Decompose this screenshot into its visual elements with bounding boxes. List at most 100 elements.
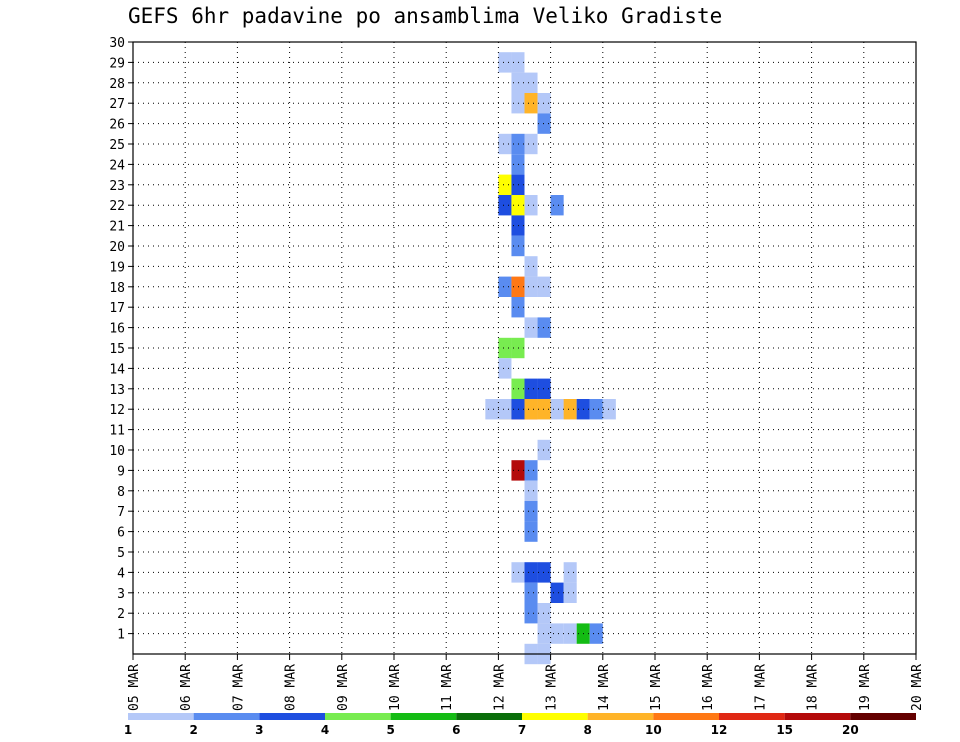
x-tick-label: 18 MAR bbox=[806, 664, 821, 711]
y-tick-label: 4 bbox=[117, 566, 125, 581]
heatmap-cell bbox=[524, 562, 538, 583]
colorbar-segment bbox=[456, 713, 522, 720]
y-tick-label: 6 bbox=[117, 526, 125, 541]
colorbar-label: 3 bbox=[255, 723, 263, 737]
heatmap-cell bbox=[511, 337, 525, 359]
y-tick-label: 27 bbox=[109, 97, 125, 112]
y-tick-label: 24 bbox=[109, 158, 125, 173]
heatmap-cell bbox=[550, 399, 564, 420]
heatmap-cell bbox=[537, 93, 551, 114]
colorbar-label: 4 bbox=[321, 723, 329, 737]
heatmap-cell bbox=[524, 582, 538, 603]
colorbar-label: 1 bbox=[124, 723, 132, 737]
colorbar-segment bbox=[653, 713, 719, 720]
colorbar-segment bbox=[587, 713, 654, 720]
y-tick-label: 9 bbox=[117, 464, 125, 479]
heatmap-cell bbox=[563, 562, 577, 583]
heatmap-cell bbox=[524, 378, 538, 399]
y-tick-label: 15 bbox=[109, 342, 125, 357]
heatmap-cell bbox=[589, 623, 603, 644]
x-tick-label: 06 MAR bbox=[179, 664, 194, 711]
heatmap-cell bbox=[524, 399, 538, 420]
y-tick-label: 1 bbox=[117, 628, 125, 643]
heatmap-cell bbox=[498, 133, 512, 155]
heatmap-cell bbox=[563, 582, 577, 603]
x-tick-label: 13 MAR bbox=[545, 664, 560, 711]
y-tick-label: 25 bbox=[109, 138, 125, 153]
heatmap-cell bbox=[498, 174, 512, 195]
heatmap-cell bbox=[498, 399, 512, 420]
heatmap-cell bbox=[511, 72, 525, 93]
y-tick-label: 13 bbox=[109, 383, 125, 398]
heatmap-cell bbox=[498, 195, 512, 216]
heatmap-cell bbox=[537, 378, 551, 399]
heatmap-cell bbox=[511, 174, 525, 195]
colorbar-segment bbox=[784, 713, 851, 720]
y-tick-label: 8 bbox=[117, 485, 125, 500]
heatmap-cell bbox=[511, 378, 525, 399]
y-tick-label: 23 bbox=[109, 179, 125, 194]
colorbar-segment bbox=[193, 713, 260, 720]
y-tick-label: 30 bbox=[109, 36, 125, 51]
y-tick-label: 18 bbox=[109, 281, 125, 296]
heatmap-cell bbox=[550, 582, 564, 603]
heatmap-cell bbox=[550, 623, 564, 644]
colorbar-segment bbox=[128, 713, 194, 720]
x-tick-label: 07 MAR bbox=[231, 664, 246, 711]
x-tick-label: 05 MAR bbox=[127, 664, 142, 711]
y-tick-label: 10 bbox=[109, 444, 125, 459]
heatmap-cell bbox=[511, 562, 525, 583]
heatmap-cell bbox=[498, 276, 512, 297]
heatmap-cell bbox=[524, 93, 538, 114]
colorbar-label: 12 bbox=[711, 723, 728, 737]
heatmap-cell bbox=[511, 215, 525, 236]
colorbar-label: 7 bbox=[518, 723, 526, 737]
y-tick-label: 11 bbox=[109, 424, 125, 439]
heatmap-cell bbox=[511, 297, 525, 318]
heatmap-cell bbox=[524, 460, 538, 481]
heatmap-cell bbox=[511, 276, 525, 297]
heatmap-cell bbox=[511, 235, 525, 257]
colorbar-segment bbox=[390, 713, 457, 720]
y-tick-label: 28 bbox=[109, 77, 125, 92]
y-tick-label: 26 bbox=[109, 118, 125, 133]
heatmap-cell bbox=[537, 276, 551, 297]
x-tick-label: 10 MAR bbox=[388, 664, 403, 711]
heatmap-cell bbox=[537, 562, 551, 583]
heatmap-cell bbox=[524, 133, 538, 155]
y-tick-label: 21 bbox=[109, 220, 125, 235]
heatmap-cell bbox=[524, 195, 538, 216]
heatmap-cell bbox=[563, 623, 577, 644]
colorbar-label: 2 bbox=[189, 723, 197, 737]
heatmap-cell bbox=[511, 195, 525, 216]
heatmap-cell bbox=[524, 317, 538, 338]
y-tick-label: 17 bbox=[109, 301, 125, 316]
x-tick-label: 15 MAR bbox=[649, 664, 664, 711]
heatmap-cell bbox=[537, 623, 551, 644]
colorbar-label: 20 bbox=[842, 723, 859, 737]
heatmap-cell bbox=[537, 603, 551, 624]
y-tick-label: 16 bbox=[109, 322, 125, 337]
x-tick-label: 20 MAR bbox=[910, 664, 925, 711]
y-tick-label: 19 bbox=[109, 260, 125, 275]
heatmap-cell bbox=[524, 72, 538, 93]
x-tick-label: 08 MAR bbox=[284, 664, 299, 711]
heatmap-cell bbox=[524, 521, 538, 542]
y-tick-label: 3 bbox=[117, 587, 125, 602]
heatmap-cell bbox=[524, 603, 538, 624]
x-tick-label: 11 MAR bbox=[440, 664, 455, 711]
x-tick-label: 12 MAR bbox=[492, 664, 507, 711]
heatmap-cell bbox=[602, 399, 616, 420]
colorbar-label: 6 bbox=[452, 723, 460, 737]
colorbar-label: 15 bbox=[776, 723, 793, 737]
heatmap-cell bbox=[498, 337, 512, 359]
heatmap-cell bbox=[537, 439, 551, 461]
y-tick-label: 12 bbox=[109, 403, 125, 418]
colorbar-label: 5 bbox=[386, 723, 394, 737]
heatmap-cell bbox=[498, 52, 512, 73]
heatmap-cell bbox=[524, 276, 538, 297]
heatmap-cell bbox=[485, 399, 499, 420]
x-tick-label: 17 MAR bbox=[753, 664, 768, 711]
heatmap-cell bbox=[589, 399, 603, 420]
